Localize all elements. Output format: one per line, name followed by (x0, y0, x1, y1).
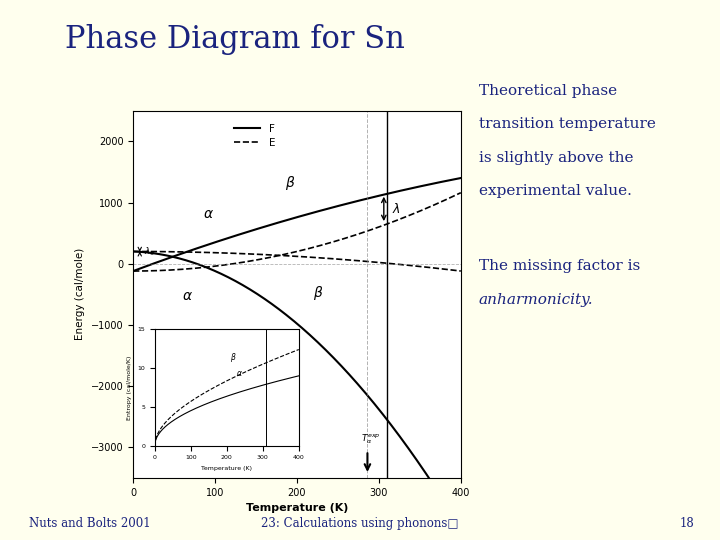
Text: $\lambda_0$: $\lambda_0$ (144, 245, 156, 258)
Text: The missing factor is: The missing factor is (479, 259, 640, 273)
Text: $\alpha$: $\alpha$ (182, 289, 193, 303)
Text: Phase Diagram for Sn: Phase Diagram for Sn (65, 24, 405, 55)
Legend: F, E: F, E (230, 119, 279, 152)
Text: 23: Calculations using phonons□: 23: Calculations using phonons□ (261, 517, 459, 530)
Text: $\alpha$: $\alpha$ (236, 369, 243, 378)
Text: $T_\alpha^{exp}$: $T_\alpha^{exp}$ (361, 433, 380, 446)
Text: $\beta$: $\beta$ (313, 285, 324, 302)
Text: Nuts and Bolts 2001: Nuts and Bolts 2001 (29, 517, 150, 530)
X-axis label: Temperature (K): Temperature (K) (246, 503, 348, 513)
Text: Theoretical phase: Theoretical phase (479, 84, 617, 98)
Y-axis label: Energy (cal/mole): Energy (cal/mole) (75, 248, 85, 340)
Text: $\lambda$: $\lambda$ (392, 202, 400, 216)
X-axis label: Temperature (K): Temperature (K) (202, 466, 252, 471)
Text: $\beta$: $\beta$ (230, 352, 237, 365)
Text: $\beta$: $\beta$ (284, 174, 295, 192)
Text: is slightly above the: is slightly above the (479, 151, 634, 165)
Text: $\alpha$: $\alpha$ (203, 207, 214, 221)
Text: anharmonicity.: anharmonicity. (479, 293, 593, 307)
Text: experimental value.: experimental value. (479, 184, 631, 198)
Text: transition temperature: transition temperature (479, 117, 656, 131)
Y-axis label: Entropy (cal/mole/K): Entropy (cal/mole/K) (127, 355, 132, 420)
Text: 18: 18 (680, 517, 695, 530)
